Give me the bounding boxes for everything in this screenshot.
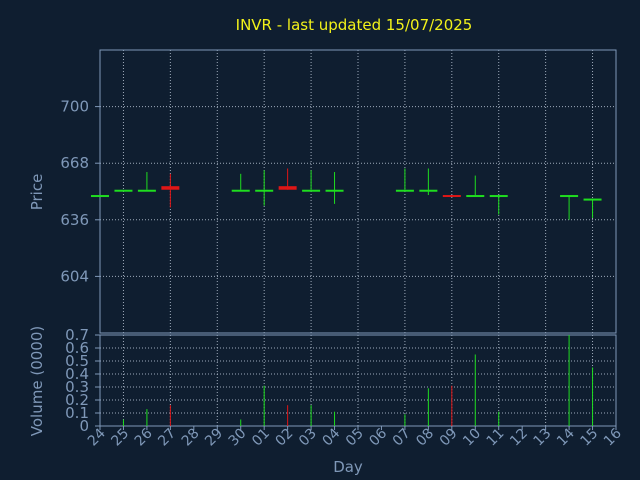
price-gridlines <box>100 50 616 333</box>
x-tick-label: 06 <box>366 425 390 449</box>
x-tick-label: 09 <box>437 426 461 450</box>
price-y-tick-label: 700 <box>60 98 89 116</box>
candle-03 <box>302 170 321 192</box>
price-axis-label: Price <box>28 174 46 211</box>
candle-body <box>419 189 438 192</box>
price-y-tick-label: 636 <box>60 211 89 229</box>
x-tick-label: 14 <box>554 425 578 449</box>
x-tick-label: 11 <box>484 426 508 450</box>
chart-title: INVR - last updated 15/07/2025 <box>236 16 473 34</box>
candle-15 <box>583 198 602 219</box>
x-tick-label: 10 <box>460 426 484 450</box>
candle-26 <box>137 172 156 192</box>
price-panel-frame <box>99 49 617 334</box>
candle-body <box>255 189 274 192</box>
candle-body <box>395 189 414 192</box>
x-tick-label: 08 <box>413 426 437 450</box>
volume-axis-label: Volume (0000) <box>28 326 46 436</box>
candle-27 <box>161 173 180 208</box>
candle-25 <box>114 189 133 192</box>
candle-body <box>91 195 109 198</box>
candle-body <box>137 189 156 192</box>
volume-y-tick-label: 0.6 <box>65 339 89 357</box>
candle-08 <box>419 168 438 196</box>
candle-body <box>161 186 180 190</box>
x-tick-label: 03 <box>296 426 320 450</box>
volume-y-tick-label: 0 <box>79 417 89 435</box>
x-tick-label: 25 <box>108 426 132 450</box>
candle-body <box>114 189 133 192</box>
candle-body <box>278 186 297 190</box>
x-tick-label: 01 <box>249 426 273 450</box>
volume-y-tick-label: 0.7 <box>65 326 89 344</box>
candle-04 <box>325 172 344 204</box>
volume-y-tick-label: 0.4 <box>65 365 89 383</box>
candle-10 <box>466 175 485 198</box>
candle-11 <box>489 195 508 215</box>
candle-14 <box>560 195 579 220</box>
x-tick-label: 27 <box>155 426 179 450</box>
volume-y-tick-label: 0.2 <box>65 391 89 409</box>
candle-30 <box>231 173 250 192</box>
candle-07 <box>395 168 414 192</box>
volume-y-ticks: 00.10.20.30.40.50.60.7 <box>65 326 100 435</box>
volume-y-tick-label: 0.1 <box>65 404 89 422</box>
x-tick-label: 16 <box>601 425 625 449</box>
candle-body <box>489 195 508 198</box>
x-tick-label: 05 <box>343 426 367 450</box>
candle-24 <box>91 195 109 198</box>
x-tick-label: 07 <box>390 426 414 450</box>
candle-body <box>583 198 602 201</box>
candle-body <box>560 195 579 198</box>
candle-body <box>302 189 321 192</box>
price-y-ticks: 604 636 668 700 <box>60 98 100 285</box>
x-tick-label: 12 <box>507 426 531 450</box>
x-axis-label: Day <box>333 458 363 476</box>
candle-body <box>442 195 461 198</box>
x-tick-label: 13 <box>531 426 555 450</box>
candle-01 <box>255 170 274 206</box>
x-tick-label: 30 <box>226 426 250 450</box>
x-tick-label: 29 <box>202 426 226 450</box>
volume-gridlines <box>100 335 616 426</box>
candle-body <box>466 195 485 198</box>
volume-y-tick-label: 0.5 <box>65 352 89 370</box>
x-tick-label: 02 <box>273 426 297 450</box>
volume-bars <box>122 335 594 426</box>
candle-09 <box>442 195 461 198</box>
x-tick-label: 15 <box>577 426 601 450</box>
x-tick-label: 04 <box>319 425 343 449</box>
candlestick-series <box>91 168 602 220</box>
price-y-tick-label: 604 <box>60 267 89 285</box>
x-tick-label: 28 <box>179 426 203 450</box>
volume-y-tick-label: 0.3 <box>65 378 89 396</box>
x-tick-labels: 24 25 26 27 28 29 30 01 02 03 04 05 06 07 08 09 10 11 12 13… <box>85 425 625 449</box>
candle-body <box>325 189 344 192</box>
x-tick-label: 26 <box>132 425 156 449</box>
price-y-tick-label: 668 <box>60 154 89 172</box>
candle-body <box>231 189 250 192</box>
candle-02 <box>278 168 297 190</box>
